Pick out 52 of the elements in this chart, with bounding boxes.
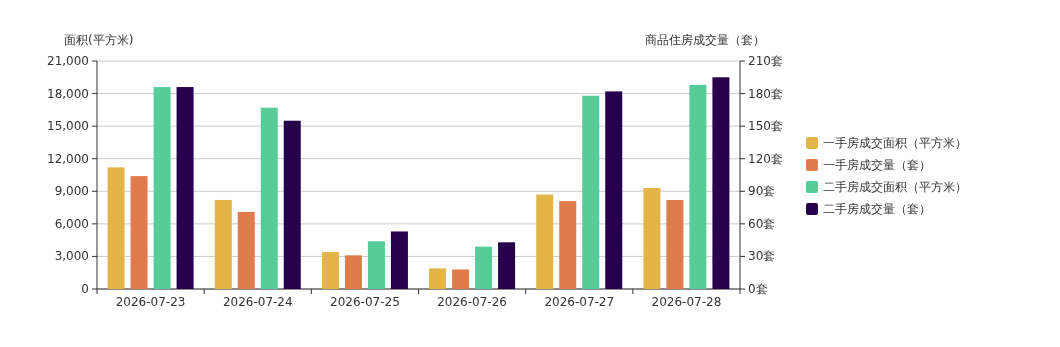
bar [130, 176, 148, 289]
y2-tick-label: 150套 [748, 119, 783, 134]
x-tick-label: 2026-07-25 [330, 295, 400, 309]
y2-tick-label: 180套 [748, 86, 783, 101]
x-tick-label: 2026-07-23 [115, 295, 186, 309]
bar [367, 241, 385, 289]
y2-axis-title: 商品住房成交量（套） [645, 33, 765, 47]
bar [214, 199, 232, 289]
bar [429, 268, 447, 289]
x-tick-label: 2026-07-26 [437, 295, 507, 309]
y-tick-label: 6,000 [54, 216, 89, 231]
bar [559, 201, 577, 289]
bar [237, 211, 255, 289]
bar [712, 77, 730, 289]
y2-tick-label: 210套 [748, 54, 783, 68]
x-tick-label: 2026-07-27 [544, 295, 615, 309]
y2-tick-label: 60套 [748, 216, 776, 231]
bar [452, 269, 470, 289]
y-axis-title: 面积(平方米) [64, 33, 134, 47]
y-tick-label: 9,000 [54, 184, 89, 199]
y2-tick-label: 30套 [748, 249, 776, 264]
legend-label: 一手房成交量（套） [823, 158, 931, 172]
bar [582, 95, 600, 289]
y-tick-label: 3,000 [54, 249, 89, 264]
y-tick-label: 21,000 [47, 54, 89, 68]
bar [176, 87, 194, 289]
y2-tick-label: 90套 [748, 184, 776, 199]
bar [283, 120, 301, 289]
bar [107, 167, 125, 289]
y2-tick-label: 120套 [748, 151, 783, 166]
bar [643, 188, 661, 289]
bar [344, 255, 362, 289]
bar [666, 199, 684, 289]
y2-tick-label: 0套 [748, 282, 768, 296]
bar [153, 87, 171, 289]
bar [475, 246, 493, 289]
legend-label: 二手房成交面积（平方米） [823, 180, 967, 194]
y-tick-label: 12,000 [47, 151, 89, 166]
bar [605, 91, 623, 289]
y-tick-label: 15,000 [47, 119, 89, 134]
bar [260, 107, 278, 289]
bar [498, 242, 516, 289]
y-tick-label: 0 [81, 282, 89, 296]
bar [536, 194, 554, 289]
legend-label: 一手房成交面积（平方米） [823, 136, 967, 150]
bar [689, 84, 707, 289]
legend-label: 二手房成交量（套） [823, 202, 931, 216]
bar [390, 231, 408, 289]
bar [321, 252, 339, 289]
y-tick-label: 18,000 [47, 86, 89, 101]
x-tick-label: 2026-07-28 [651, 295, 722, 309]
x-tick-label: 2026-07-24 [222, 295, 293, 309]
